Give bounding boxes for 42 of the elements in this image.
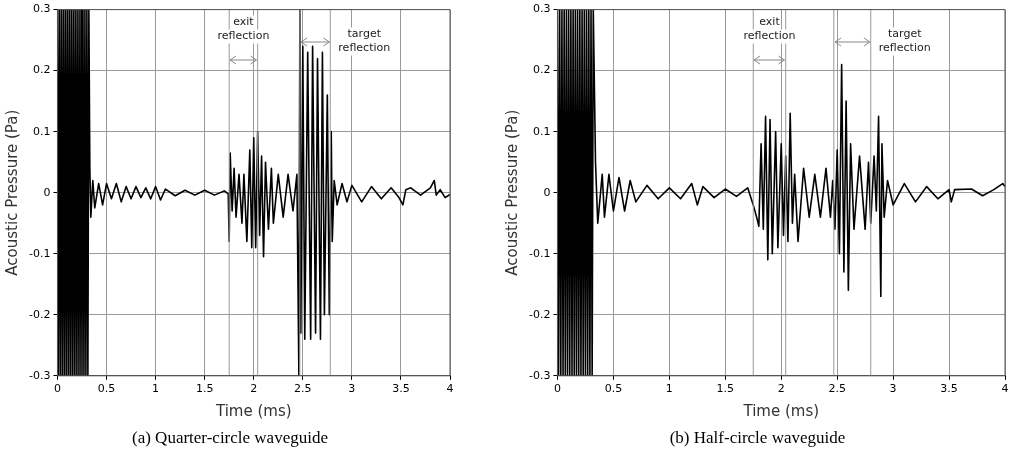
x-tick-label: 4 [1001,382,1009,396]
x-tick-label: 0.5 [97,382,116,396]
x-tick-label: 1.5 [716,382,735,396]
x-tick-label: 1.5 [195,382,214,396]
annotation: exit reflection [217,15,270,43]
x-tick-label: 0 [553,382,561,396]
x-axis-title: Time (ms) [214,401,292,420]
x-tick-label: 3.5 [940,382,958,396]
text: (b) Half-circle waveguide [668,428,847,448]
y-tick-label: -0.1 [28,246,51,260]
y-tick-label: 0 [543,185,551,199]
x-tick-label: 4 [446,382,454,396]
annotation: target reflection [338,27,391,55]
annotation: exit reflection [743,15,796,43]
y-axis-title: Acoustic Pressure (Pa) [2,109,21,276]
y-tick-label: 0.2 [32,63,51,77]
y-tick-label: -0.3 [28,368,51,382]
x-tick-label: 3.5 [392,382,410,396]
y-tick-label: 0.1 [32,124,51,138]
y-tick-label: 0 [43,185,51,199]
y-tick-label: 0.1 [532,124,551,138]
y-tick-label: 0.2 [532,63,551,77]
x-tick-label: 0.5 [604,382,623,396]
y-tick-label: -0.1 [528,246,551,260]
x-tick-label: 3 [889,382,897,396]
text: (a) Quarter-circle waveguide [131,428,329,448]
x-tick-label: 1 [152,382,160,396]
y-tick-label: 0.3 [532,2,551,16]
x-tick-label: 1 [665,382,673,396]
x-tick-label: 2 [250,382,258,396]
y-axis-title: Acoustic Pressure (Pa) [502,109,521,276]
y-tick-label: -0.3 [528,368,551,382]
x-tick-label: 2.5 [828,382,846,396]
x-tick-label: 0 [53,382,61,396]
x-axis-title: Time (ms) [742,401,820,420]
x-tick-label: 2 [777,382,785,396]
x-tick-label: 3 [348,382,356,396]
y-tick-label: 0.3 [32,2,51,16]
y-tick-label: -0.2 [528,307,551,321]
y-tick-label: -0.2 [28,307,51,321]
x-tick-label: 2.5 [294,382,312,396]
annotation: target reflection [878,27,931,55]
